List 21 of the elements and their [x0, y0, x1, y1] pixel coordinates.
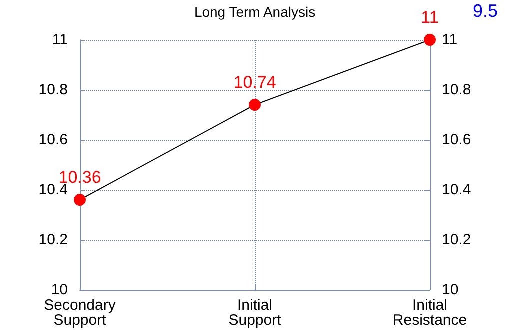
point: [74, 194, 86, 206]
y-tick-label: 10.2: [38, 232, 68, 248]
y2-tick-label: 10.2: [442, 232, 472, 248]
y-tick-label: 10.8: [38, 82, 68, 98]
y2-tick-label: 10.4: [442, 182, 472, 198]
y2-tick-label: 11: [442, 32, 458, 48]
y2-tick-label: 10.8: [442, 82, 472, 98]
y-tick-label: 10: [51, 282, 68, 298]
y-tick-label: 10.6: [38, 132, 68, 148]
y2-tick-label: 10.6: [442, 132, 472, 148]
x-tick-label: Initial Support: [228, 297, 282, 329]
x-tick-label: Initial Resistance: [392, 297, 468, 329]
chart-title: Long Term Analysis: [194, 4, 316, 20]
point: [424, 34, 436, 46]
y-tick-label: 11: [52, 32, 68, 48]
text: 9.5: [472, 1, 498, 21]
point: [249, 99, 261, 111]
x-tick-label: Secondary Support: [44, 297, 116, 329]
data-label: 11: [421, 8, 439, 27]
data-label: 10.74: [234, 73, 276, 92]
y2-tick-label: 10: [442, 282, 459, 298]
